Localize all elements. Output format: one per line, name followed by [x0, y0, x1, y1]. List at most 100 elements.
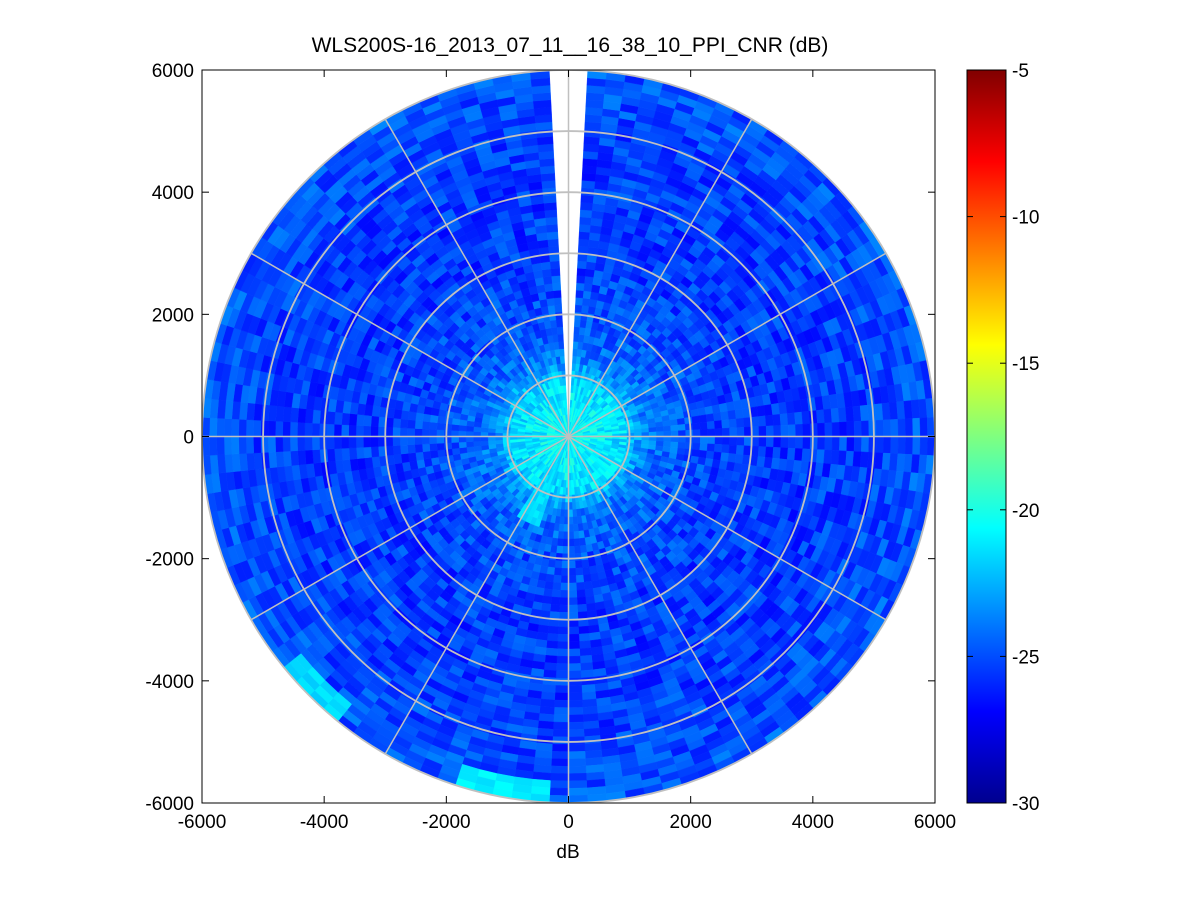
ppi-cell: [662, 420, 671, 427]
ppi-cell: [568, 626, 580, 635]
ppi-cell: [846, 436, 855, 452]
ppi-cell: [575, 582, 585, 591]
ppi-cell: [554, 699, 569, 708]
ppi-cell: [773, 425, 782, 437]
ppi-cell: [267, 420, 276, 437]
ppi-cell: [549, 603, 560, 613]
ppi-cell: [801, 448, 811, 463]
ppi-cell: [451, 447, 461, 456]
ppi-cell: [868, 420, 877, 437]
ppi-cell: [735, 445, 745, 456]
ppi-cell: [275, 436, 284, 453]
ppi-cell: [772, 414, 781, 426]
ppi-cell: [817, 422, 826, 437]
ppi-cell: [579, 537, 586, 547]
ppi-cell: [348, 413, 358, 426]
ppi-cell: [559, 604, 569, 613]
ppi-cell: [341, 412, 351, 426]
ppi-cell: [765, 425, 774, 437]
ppi-cell: [451, 442, 460, 449]
ppi-cell: [786, 412, 796, 426]
ppi-cell: [728, 418, 738, 429]
ppi-cell: [326, 410, 336, 425]
ppi-cell: [553, 714, 569, 723]
ppi-cell: [579, 216, 592, 226]
ppi-cell: [559, 597, 569, 606]
ppi-cell: [875, 419, 884, 437]
ppi-cell: [691, 415, 700, 424]
ppi-cell: [572, 509, 578, 518]
ppi-cell: [575, 574, 585, 584]
ppi-cell: [802, 423, 811, 437]
ppi-cell: [729, 436, 738, 446]
ppi-cell: [577, 260, 588, 270]
ppi-cell: [698, 450, 708, 459]
ppi-cell: [919, 417, 928, 437]
ppi-cell: [556, 648, 569, 657]
ppi-cell: [670, 441, 679, 449]
ppi-cell: [555, 552, 563, 562]
ppi-cell: [429, 443, 438, 452]
ppi-cell: [743, 436, 752, 447]
ppi-cell: [582, 573, 592, 583]
ppi-cell: [568, 721, 585, 730]
ppi-cell: [573, 326, 581, 335]
ppi-cell: [780, 436, 789, 449]
ppi-cell: [465, 436, 474, 443]
ppi-cell: [578, 231, 591, 240]
ppi-cell: [568, 751, 586, 760]
ppi-cell: [824, 436, 833, 451]
ppi-cell: [550, 773, 569, 782]
ppi-cell: [809, 423, 818, 437]
ppi-cell: [846, 421, 855, 437]
ppi-cell: [568, 692, 583, 701]
ppi-cell: [568, 611, 579, 620]
ppi-cell: [370, 425, 379, 437]
ppi-cell: [556, 538, 564, 547]
ppi-cell: [568, 655, 581, 664]
ppi-cell: [392, 427, 401, 437]
ppi-cell: [568, 736, 585, 745]
ppi-cell: [573, 333, 580, 342]
ppi-cell: [698, 414, 708, 423]
ppi-cell: [568, 707, 584, 716]
ppi-cell: [583, 720, 600, 730]
ppi-cell: [576, 275, 586, 284]
ppi-cell: [845, 406, 855, 423]
ppi-cell: [581, 559, 590, 568]
ppi-cell: [830, 450, 840, 466]
ppi-cell: [546, 640, 558, 649]
ppi-cell: [905, 418, 914, 437]
ppi-cell: [584, 275, 594, 285]
ppi-cell: [370, 436, 379, 448]
ppi-cell: [304, 408, 314, 424]
ppi-cell: [543, 662, 557, 671]
ppi-cell: [839, 436, 848, 452]
ppi-cell: [546, 566, 555, 576]
ppi-cell: [582, 698, 598, 708]
ppi-cell: [558, 611, 569, 620]
ppi-cell: [577, 523, 584, 532]
ppi-cell: [795, 424, 804, 437]
ppi-cell: [399, 418, 409, 429]
ppi-cell: [363, 436, 372, 448]
ppi-cell: [414, 420, 423, 430]
ppi-cell: [550, 765, 569, 774]
ppi-cell: [334, 411, 343, 425]
ppi-cell: [578, 625, 590, 635]
ppi-cell: [209, 417, 218, 437]
ppi-cell: [714, 420, 723, 430]
ppi-cell: [429, 436, 437, 445]
ppi-cell: [216, 417, 225, 437]
ppi-cell: [465, 441, 474, 448]
ppi-cell: [581, 691, 597, 701]
ppi-cell: [392, 417, 402, 428]
ppi-cell: [692, 422, 701, 431]
ppi-cell: [568, 699, 583, 708]
ppi-cell: [553, 707, 569, 716]
ppi-cell: [399, 436, 408, 446]
ppi-cell: [451, 430, 459, 437]
ppi-cell: [554, 685, 569, 694]
ppi-cell: [238, 419, 247, 437]
ppi-cell: [852, 405, 862, 422]
